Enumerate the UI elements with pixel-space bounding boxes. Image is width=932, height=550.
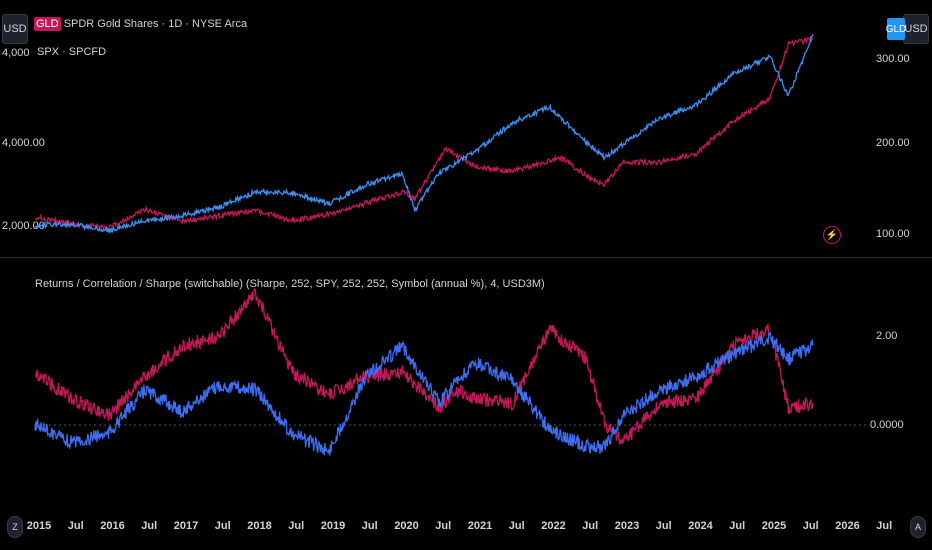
- x-axis-tick: Jul: [655, 520, 672, 532]
- right-axis-tick: 300.00: [876, 53, 910, 65]
- left-axis-tick: 2,000.00: [2, 220, 45, 232]
- gld-price-line: [34, 35, 814, 231]
- x-axis-tick: 2026: [835, 520, 860, 532]
- main-symbol-title: SPDR Gold Shares · 1D · NYSE Arca: [63, 18, 248, 30]
- x-axis-tick: Jul: [361, 520, 378, 532]
- indicator-axis-tick: 2.00: [876, 330, 898, 342]
- pane-separator[interactable]: [0, 257, 932, 258]
- x-axis-tick: Jul: [508, 520, 525, 532]
- indicator-legend[interactable]: Returns / Correlation / Sharpe (switchab…: [35, 278, 545, 290]
- left-currency-button[interactable]: USD: [2, 14, 28, 44]
- x-axis-tick: 2021: [467, 520, 493, 532]
- spx-price-line: [34, 34, 814, 234]
- x-axis-tick: 2020: [394, 520, 419, 532]
- x-axis-tick: 2016: [100, 520, 125, 532]
- left-axis-tick-partial: 4,000: [2, 47, 30, 59]
- x-axis-tick: 2015: [26, 520, 52, 532]
- compare-symbol-legend[interactable]: SPX · SPCFD: [37, 46, 107, 58]
- symbol-price-badge: GLD: [886, 18, 906, 40]
- right-axis-tick: 200.00: [876, 137, 910, 149]
- x-axis-tick: Jul: [214, 520, 231, 532]
- x-axis-tick: 2023: [614, 520, 640, 532]
- x-axis-tick: Jul: [67, 520, 84, 532]
- x-axis-tick: 2024: [688, 520, 713, 532]
- x-axis-tick: Jul: [729, 520, 746, 532]
- x-axis-tick: 2018: [247, 520, 272, 532]
- x-axis-tick: 2017: [173, 520, 199, 532]
- left-currency-label: USD: [3, 23, 27, 35]
- right-currency-label: USD: [904, 23, 928, 35]
- left-axis-tick: 4,000.00: [2, 137, 45, 149]
- zoom-button[interactable]: Z: [7, 516, 23, 538]
- x-axis-tick: Jul: [141, 520, 158, 532]
- auto-scale-button[interactable]: A: [910, 516, 926, 538]
- x-axis-tick: 2019: [320, 520, 346, 532]
- right-axis-tick: 100.00: [876, 228, 910, 240]
- sharpe-symbol-line: [34, 288, 814, 445]
- x-axis-tick: Jul: [435, 520, 452, 532]
- lightning-icon[interactable]: ⚡: [823, 226, 841, 244]
- main-symbol-legend[interactable]: GLD SPDR Gold Shares · 1D · NYSE Arca: [34, 17, 248, 31]
- x-axis-tick: Jul: [288, 520, 305, 532]
- sharpe-benchmark-line: [34, 332, 814, 456]
- x-axis-tick: Jul: [582, 520, 599, 532]
- main-symbol-abbrev: GLD: [34, 17, 61, 31]
- x-axis-tick: Jul: [876, 520, 893, 532]
- indicator-axis-tick: 0.0000: [870, 419, 904, 431]
- x-axis-tick: Jul: [802, 520, 819, 532]
- x-axis-tick: 2022: [541, 520, 566, 532]
- x-axis-tick: 2025: [761, 520, 787, 532]
